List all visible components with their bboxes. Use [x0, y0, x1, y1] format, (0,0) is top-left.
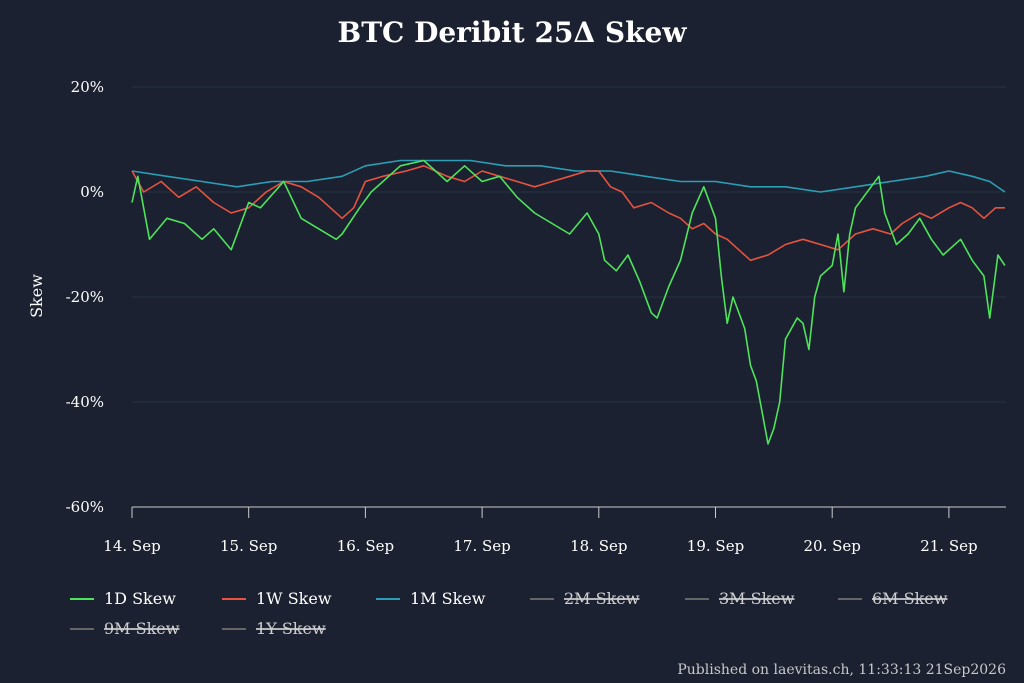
x-tick-label: 17. Sep	[453, 537, 510, 555]
x-tick-label: 21. Sep	[920, 537, 977, 555]
x-tick-label: 18. Sep	[570, 537, 627, 555]
legend-item-1m-skew[interactable]: 1M Skew	[376, 589, 486, 608]
series-line-1w-skew	[131, 165, 1005, 262]
y-axis-label: Skew	[27, 274, 46, 318]
y-tick-label: 20%	[71, 78, 104, 96]
y-tick-label: -20%	[66, 288, 104, 306]
x-tick-label: 19. Sep	[687, 537, 744, 555]
x-tick-label: 14. Sep	[103, 537, 160, 555]
x-tick-label: 20. Sep	[804, 537, 861, 555]
legend-item-1w-skew[interactable]: 1W Skew	[222, 589, 332, 608]
series-line-1d-skew	[131, 159, 1006, 445]
legend-item-9m-skew[interactable]: 9M Skew	[70, 619, 180, 638]
y-tick-label: -60%	[66, 498, 104, 516]
legend: 1D Skew 1W Skew 1M Skew 2M Skew 3M Skew 6M Sk…	[70, 589, 948, 638]
publish-credit: Published on laevitas.ch, 11:33:13 21Sep…	[677, 662, 1006, 678]
grid	[132, 86, 1006, 508]
y-tick-label: 0%	[80, 183, 104, 201]
legend-item-6m-skew[interactable]: 6M Skew	[838, 589, 948, 608]
y-tick-label: -40%	[66, 393, 104, 411]
legend-item-1d-skew[interactable]: 1D Skew	[70, 589, 176, 608]
legend-label: 1M Skew	[410, 589, 486, 608]
chart-title: BTC Deribit 25Δ Skew	[338, 16, 688, 49]
legend-item-3m-skew[interactable]: 3M Skew	[685, 589, 795, 608]
legend-item-1y-skew[interactable]: 1Y Skew	[222, 619, 326, 638]
x-axis: 14. Sep 15. Sep 16. Sep 17. Sep 18. Sep 19. S…	[103, 506, 1006, 555]
x-tick-label: 16. Sep	[337, 537, 394, 555]
legend-label: 1D Skew	[104, 589, 176, 608]
x-tick-label: 15. Sep	[220, 537, 277, 555]
plot-area	[131, 159, 1006, 445]
y-axis: 20% 0% -20% -40% -60%	[66, 78, 104, 516]
legend-item-2m-skew[interactable]: 2M Skew	[530, 589, 640, 608]
legend-label: 1W Skew	[256, 589, 332, 608]
